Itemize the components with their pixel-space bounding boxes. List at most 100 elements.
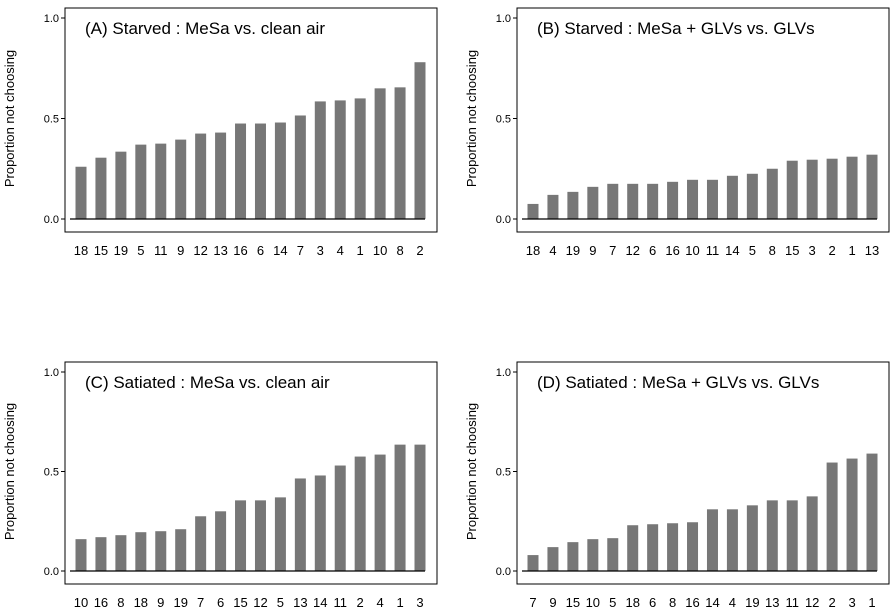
- y-tick-label: 1.0: [44, 13, 59, 25]
- x-tick-label: 13: [293, 595, 307, 610]
- x-tick-label: 16: [94, 595, 108, 610]
- x-tick-label: 14: [273, 243, 287, 258]
- y-axis-label: Proportion not choosing: [2, 50, 17, 187]
- bar: [786, 160, 798, 219]
- x-tick-label: 5: [277, 595, 284, 610]
- bar: [374, 454, 386, 571]
- x-tick-label: 4: [377, 595, 384, 610]
- bar: [726, 175, 738, 219]
- panel-title: (A) Starved : MeSa vs. clean air: [85, 19, 325, 38]
- bar: [414, 62, 426, 219]
- bar: [527, 555, 539, 571]
- bar: [667, 523, 679, 571]
- x-tick-label: 8: [396, 243, 403, 258]
- panel-title: (D) Satiated : MeSa + GLVs vs. GLVs: [537, 373, 819, 392]
- bar: [95, 157, 107, 219]
- y-tick-label: 1.0: [496, 13, 511, 25]
- x-tick-label: 5: [749, 243, 756, 258]
- bar: [647, 524, 659, 571]
- y-tick-label: 1.0: [496, 367, 511, 379]
- bar: [706, 179, 718, 219]
- bar: [274, 122, 286, 219]
- x-tick-label: 11: [785, 595, 799, 610]
- x-tick-label: 1: [848, 243, 855, 258]
- bar: [334, 100, 346, 219]
- x-tick-label: 7: [529, 595, 536, 610]
- bar: [254, 500, 266, 571]
- bar: [235, 123, 247, 219]
- plot-frame: [64, 361, 438, 585]
- bar: [414, 444, 426, 571]
- x-tick-label: 6: [257, 243, 264, 258]
- x-tick-label: 16: [665, 243, 679, 258]
- bar: [175, 529, 187, 571]
- bar: [647, 183, 659, 219]
- bar: [846, 156, 858, 219]
- bar: [135, 144, 147, 219]
- x-tick-label: 12: [253, 595, 267, 610]
- x-tick-label: 7: [609, 243, 616, 258]
- bar: [846, 458, 858, 571]
- x-tick-label: 11: [154, 243, 168, 258]
- x-tick-label: 1: [357, 243, 364, 258]
- y-tick-label: 0.0: [496, 566, 511, 578]
- bar: [155, 531, 167, 571]
- x-tick-label: 9: [549, 595, 556, 610]
- x-tick-label: 19: [114, 243, 128, 258]
- y-tick-label: 0.0: [496, 214, 511, 226]
- x-tick-label: 18: [134, 595, 148, 610]
- x-tick-label: 13: [865, 243, 879, 258]
- x-tick-label: 2: [416, 243, 423, 258]
- bar: [75, 166, 87, 219]
- x-tick-label: 19: [566, 243, 580, 258]
- bar: [567, 542, 579, 571]
- bar: [394, 87, 406, 219]
- bar: [254, 123, 266, 219]
- bar: [766, 168, 778, 219]
- bar: [547, 194, 559, 219]
- x-tick-label: 18: [526, 243, 540, 258]
- x-tick-label: 8: [769, 243, 776, 258]
- x-tick-label: 2: [829, 595, 836, 610]
- bar: [746, 173, 758, 219]
- x-tick-label: 4: [337, 243, 344, 258]
- bar: [115, 151, 127, 219]
- bar: [354, 456, 366, 571]
- x-tick-label: 1: [396, 595, 403, 610]
- x-tick-label: 16: [233, 243, 247, 258]
- bar: [135, 532, 147, 571]
- x-tick-label: 15: [94, 243, 108, 258]
- x-tick-label: 13: [213, 243, 227, 258]
- x-tick-label: 12: [805, 595, 819, 610]
- bar: [607, 183, 619, 219]
- bar: [215, 132, 227, 219]
- bar: [687, 179, 699, 219]
- bar: [175, 139, 187, 219]
- x-tick-label: 15: [785, 243, 799, 258]
- bar: [235, 500, 247, 571]
- bar: [155, 143, 167, 219]
- bar: [334, 465, 346, 571]
- bar: [567, 191, 579, 219]
- x-tick-label: 10: [74, 595, 88, 610]
- x-tick-label: 6: [217, 595, 224, 610]
- x-tick-label: 13: [765, 595, 779, 610]
- y-axis-label: Proportion not choosing: [2, 403, 17, 540]
- bar: [627, 183, 639, 219]
- x-tick-label: 1: [868, 595, 875, 610]
- bar: [746, 505, 758, 571]
- x-tick-label: 6: [649, 595, 656, 610]
- bar: [806, 159, 818, 219]
- x-tick-label: 14: [725, 243, 739, 258]
- x-tick-label: 16: [685, 595, 699, 610]
- x-tick-label: 5: [137, 243, 144, 258]
- x-tick-label: 15: [566, 595, 580, 610]
- bar: [726, 509, 738, 571]
- y-axis-label: Proportion not choosing: [464, 50, 479, 187]
- x-tick-label: 3: [848, 595, 855, 610]
